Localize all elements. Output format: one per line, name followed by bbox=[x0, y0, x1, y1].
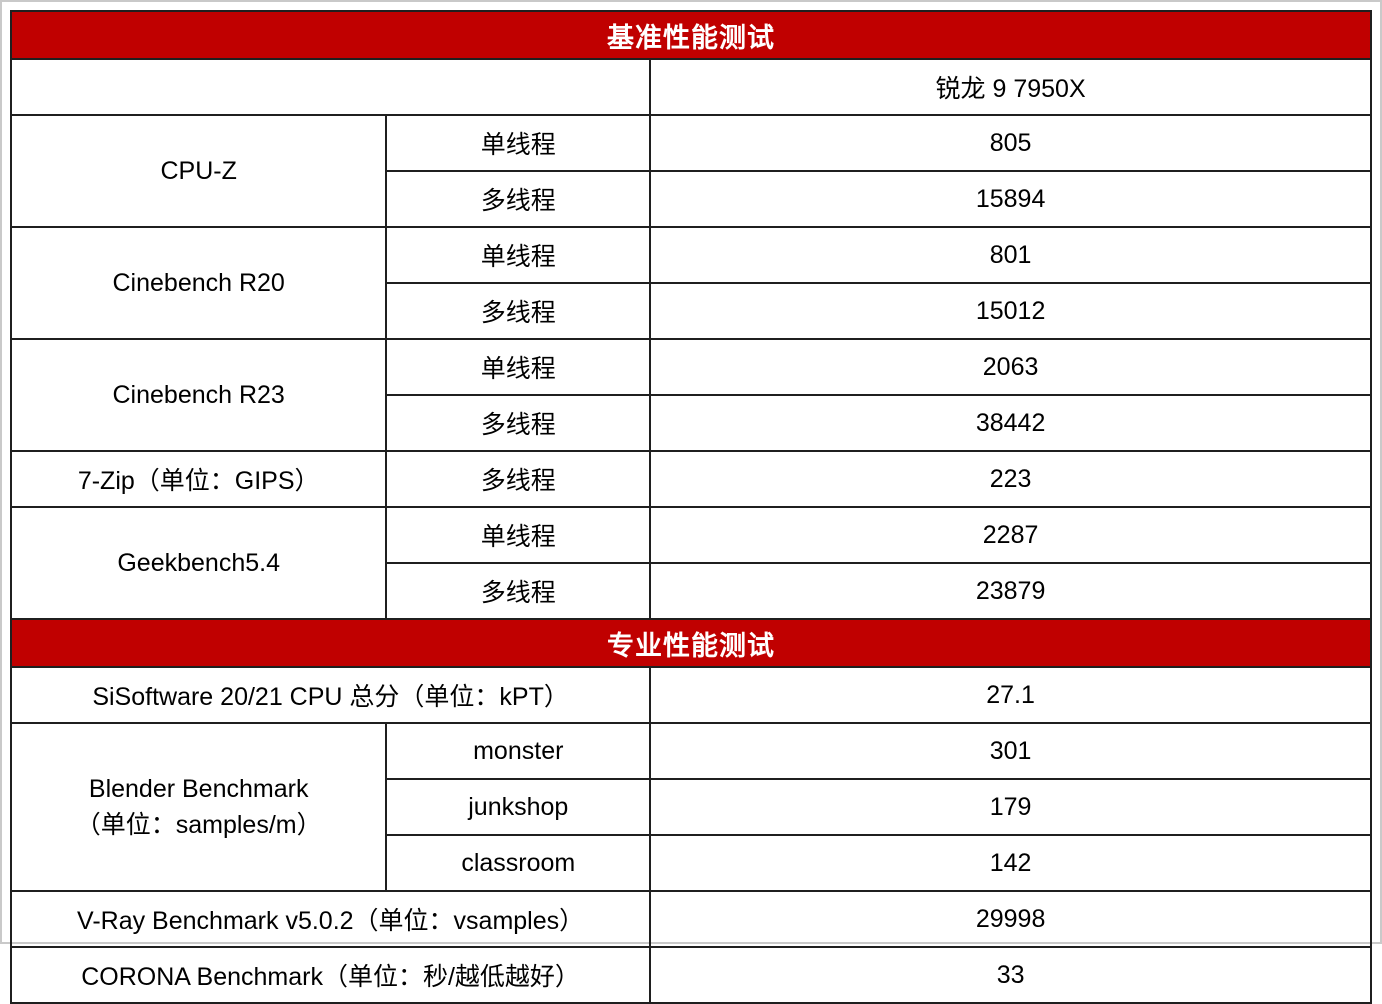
empty-cell bbox=[9, 58, 652, 116]
table-row: 多线程 15012 bbox=[11, 282, 1372, 340]
table-row: 7-Zip（单位：GIPS） 多线程 223 bbox=[9, 450, 1372, 508]
scene-label: monster bbox=[385, 722, 652, 780]
bench-name-sisoftware: SiSoftware 20/21 CPU 总分（单位：kPT） bbox=[9, 666, 652, 724]
blender-name-line1: Blender Benchmark bbox=[88, 774, 309, 803]
bench-value: 2063 bbox=[649, 338, 1372, 396]
bench-name-cpuz: CPU-Z bbox=[9, 114, 388, 228]
thread-label: 多线程 bbox=[385, 562, 652, 620]
table-row: junkshop 179 bbox=[11, 778, 1372, 836]
table-row: CPU-Z 单线程 805 bbox=[9, 114, 1372, 228]
bench-name-geekbench: Geekbench5.4 bbox=[9, 506, 388, 620]
table-row: SiSoftware 20/21 CPU 总分（单位：kPT） 27.1 bbox=[9, 666, 1372, 724]
bench-value: 223 bbox=[649, 450, 1372, 508]
table-row: 多线程 15894 bbox=[11, 170, 1372, 228]
bench-value: 801 bbox=[649, 226, 1372, 284]
thread-label: 单线程 bbox=[385, 114, 652, 172]
thread-label: 多线程 bbox=[385, 394, 652, 452]
table-row: Geekbench5.4 单线程 2287 bbox=[9, 506, 1372, 620]
bench-value: 2287 bbox=[649, 506, 1372, 564]
scene-label: classroom bbox=[385, 834, 652, 892]
bench-name-cinebench-r20: Cinebench R20 bbox=[9, 226, 388, 340]
thread-label: 单线程 bbox=[385, 338, 652, 396]
bench-value: 179 bbox=[649, 778, 1372, 836]
bench-name-corona: CORONA Benchmark（单位：秒/越低越好） bbox=[9, 946, 652, 1004]
table-row: 多线程 38442 bbox=[11, 394, 1372, 452]
bench-value: 15012 bbox=[649, 282, 1372, 340]
table-row: Cinebench R23 单线程 2063 bbox=[9, 338, 1372, 452]
section-title-benchmark: 基准性能测试 bbox=[10, 10, 1372, 60]
thread-label: 单线程 bbox=[385, 226, 652, 284]
bench-value: 29998 bbox=[649, 890, 1372, 948]
bench-value: 23879 bbox=[649, 562, 1372, 620]
cpu-name: 锐龙 9 7950X bbox=[649, 58, 1372, 116]
scene-label: junkshop bbox=[385, 778, 652, 836]
cpu-row: 锐龙 9 7950X bbox=[9, 58, 1372, 116]
table-row: V-Ray Benchmark v5.0.2（单位：vsamples） 2999… bbox=[9, 890, 1372, 948]
bench-value: 38442 bbox=[649, 394, 1372, 452]
bench-value: 15894 bbox=[649, 170, 1372, 228]
section-title-professional: 专业性能测试 bbox=[10, 618, 1372, 668]
section-header-benchmark: 基准性能测试 bbox=[10, 10, 1372, 60]
table-row: CORONA Benchmark（单位：秒/越低越好） 33 bbox=[9, 946, 1372, 1004]
section-header-professional: 专业性能测试 bbox=[10, 618, 1372, 668]
bench-value: 33 bbox=[649, 946, 1372, 1004]
table-row: 多线程 23879 bbox=[11, 562, 1372, 620]
thread-label: 单线程 bbox=[385, 506, 652, 564]
table-row: classroom 142 bbox=[11, 834, 1372, 892]
blender-name-line2: （单位：samples/m） bbox=[75, 811, 322, 839]
bench-name-blender: Blender Benchmark （单位：samples/m） bbox=[9, 722, 388, 892]
thread-label: 多线程 bbox=[385, 282, 652, 340]
thread-label: 多线程 bbox=[385, 450, 652, 508]
bench-value: 142 bbox=[649, 834, 1372, 892]
benchmark-table: 基准性能测试 锐龙 9 7950X CPU-Z 单线程 805 多线程 1589… bbox=[9, 10, 1372, 1004]
bench-value: 301 bbox=[649, 722, 1372, 780]
bench-value: 805 bbox=[649, 114, 1372, 172]
bench-name-cinebench-r23: Cinebench R23 bbox=[9, 338, 388, 452]
table-row: Blender Benchmark （单位：samples/m） monster… bbox=[9, 722, 1372, 892]
bench-value: 27.1 bbox=[649, 666, 1372, 724]
bench-name-7zip: 7-Zip（单位：GIPS） bbox=[9, 450, 388, 508]
thread-label: 多线程 bbox=[385, 170, 652, 228]
table-row: Cinebench R20 单线程 801 bbox=[9, 226, 1372, 340]
bench-name-vray: V-Ray Benchmark v5.0.2（单位：vsamples） bbox=[9, 890, 652, 948]
